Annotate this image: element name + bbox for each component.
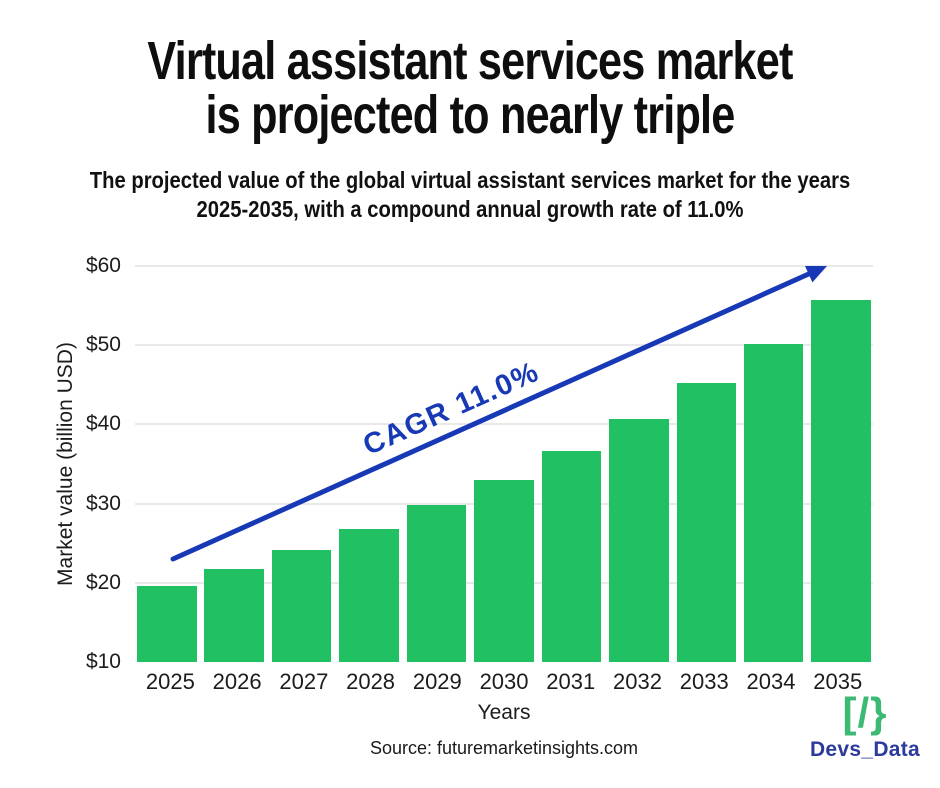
x-tick-label-2026: 2026: [212, 669, 262, 694]
x-tick-label-2033: 2033: [679, 669, 729, 694]
y-tick-label-30: $30: [85, 491, 121, 515]
subtitle-line-2: 2025-2035, with a compound annual growth…: [196, 196, 744, 222]
bar-2032: [609, 418, 669, 662]
bar-2025: [137, 586, 197, 662]
chart-subtitle: The projected value of the global virtua…: [0, 166, 940, 224]
brand-block: [/} Devs_Data: [800, 690, 930, 762]
title-line-1: Virtual assistant services market: [147, 31, 793, 91]
y-tick-label-20: $20: [85, 570, 121, 594]
x-tick-label-2032: 2032: [613, 669, 662, 694]
page-title: Virtual assistant services market is pro…: [0, 34, 940, 142]
brand-name: Devs_Data: [809, 738, 921, 761]
bar-2028: [339, 528, 399, 662]
bar-2030: [474, 479, 534, 662]
devsdata-logo-icon: [/}: [842, 689, 888, 736]
bar-2029: [406, 505, 467, 662]
title-line-2: is projected to nearly triple: [205, 85, 736, 145]
x-axis-title: Years: [477, 701, 531, 724]
y-tick-label-60: $60: [85, 254, 121, 277]
bar-2027: [271, 550, 332, 662]
bar-2033: [676, 383, 736, 662]
bar-2034: [743, 344, 804, 662]
gridline-60: [135, 265, 873, 267]
subtitle-line-1: The projected value of the global virtua…: [89, 167, 851, 193]
x-tick-label-2029: 2029: [412, 669, 462, 694]
x-tick-label-2031: 2031: [546, 669, 596, 694]
x-tick-label-2030: 2030: [479, 669, 529, 694]
x-axis-tick-labels: 2025 2026 2027 2028 2029 2030 2031 2032 2033 2034…: [135, 669, 873, 695]
bar-2031: [541, 450, 602, 662]
y-tick-label-10: $10: [85, 650, 121, 673]
bar-series: [135, 266, 873, 662]
y-tick-label-40: $40: [85, 412, 121, 436]
y-tick-label-50: $50: [85, 333, 121, 357]
x-tick-label-2035: 2035: [813, 669, 863, 694]
bar-2035: [811, 300, 871, 662]
x-tick-label-2025: 2025: [145, 669, 195, 694]
y-axis-title: Market value (billion USD): [54, 342, 77, 586]
x-tick-label-2027: 2027: [279, 669, 329, 694]
x-tick-label-2034: 2034: [746, 669, 796, 694]
bar-2026: [204, 568, 264, 662]
source-credit: Source: futuremarketinsights.com: [369, 738, 639, 758]
x-tick-label-2028: 2028: [346, 669, 396, 694]
bar-chart-plot-area: [135, 265, 873, 662]
